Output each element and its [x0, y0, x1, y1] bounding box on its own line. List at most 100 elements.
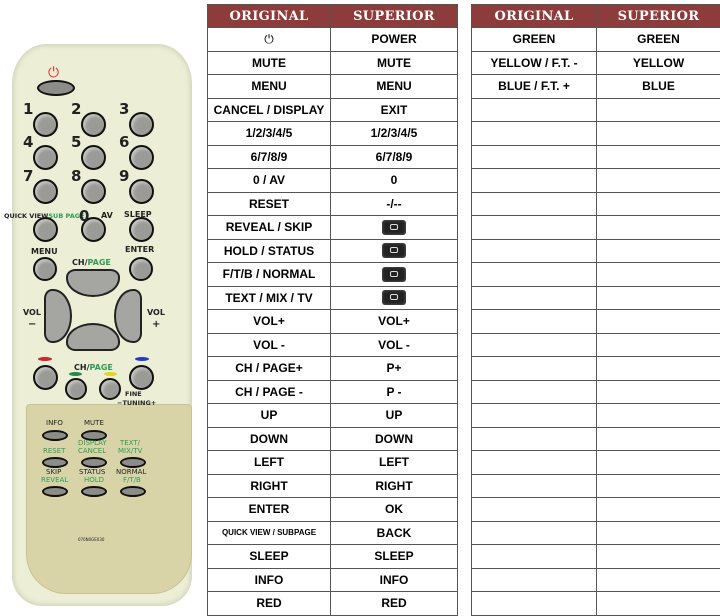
- table-row: GREEN GREEN: [471, 27, 720, 52]
- empty-table-row: [471, 426, 720, 451]
- mute-button: [81, 430, 107, 441]
- empty-cell: [596, 97, 720, 122]
- empty-table-row: [471, 285, 720, 310]
- table-row: RESET -/--: [207, 191, 458, 216]
- page-label: PAGE: [89, 363, 113, 372]
- original-cell: INFO: [207, 567, 331, 592]
- empty-table-row: [471, 520, 720, 545]
- table-row: F/T/B / NORMAL: [207, 262, 458, 287]
- reset-label: RESET: [43, 447, 66, 455]
- empty-table-row: [471, 144, 720, 169]
- status-hold-button: [81, 486, 107, 497]
- table-row: UP UP: [207, 403, 458, 428]
- table-row: 1/2/3/4/5 1/2/3/4/5: [207, 121, 458, 146]
- header-original: ORIGINAL: [471, 4, 597, 28]
- quick-view-button: [33, 217, 58, 242]
- status-label: STATUS: [79, 468, 106, 476]
- superior-text: EXIT: [380, 102, 408, 117]
- original-text: VOL+: [253, 314, 285, 329]
- zero-av-button: [81, 217, 106, 242]
- table-row: TEXT / MIX / TV: [207, 285, 458, 310]
- table-row: LEFT LEFT: [207, 450, 458, 475]
- empty-cell: [596, 497, 720, 522]
- page-label: PAGE: [87, 258, 111, 267]
- original-text: TEXT / MIX / TV: [225, 290, 313, 305]
- table-row: RIGHT RIGHT: [207, 473, 458, 498]
- original-text: CH / PAGE+: [235, 361, 303, 376]
- empty-cell: [471, 520, 597, 545]
- empty-table-row: [471, 379, 720, 404]
- table-row: QUICK VIEW / SUBPAGE BACK: [207, 520, 458, 545]
- blue-marker: [135, 357, 149, 361]
- teletext-reveal-icon: [382, 219, 406, 235]
- original-text: DOWN: [250, 431, 288, 446]
- superior-text: 1/2/3/4/5: [370, 126, 418, 141]
- number-label: 1: [23, 100, 34, 118]
- superior-cell: [330, 215, 458, 240]
- empty-cell: [596, 379, 720, 404]
- superior-text: 6/7/8/9: [375, 149, 413, 164]
- superior-cell: OK: [330, 497, 458, 522]
- superior-cell: INFO: [330, 567, 458, 592]
- sub-page-label: SUB PAGE: [48, 212, 85, 220]
- superior-cell: 6/7/8/9: [330, 144, 458, 169]
- yellow-marker: [104, 372, 117, 376]
- empty-cell: [471, 544, 597, 569]
- vol-plus-sign: +: [152, 319, 161, 330]
- number-label: 3: [119, 100, 130, 118]
- original-cell: CH / PAGE -: [207, 379, 331, 404]
- original-cell: 0 / AV: [207, 168, 331, 193]
- display-cancel-button: [81, 457, 107, 468]
- superior-cell: 1/2/3/4/5: [330, 121, 458, 146]
- original-text: ENTER: [248, 502, 290, 517]
- skip-label: SKIP: [46, 468, 62, 476]
- original-text: SLEEP: [249, 549, 289, 564]
- normal-ftb-button: [120, 486, 146, 497]
- normal-label: NORMAL: [116, 468, 147, 476]
- table-row: CH / PAGE+ P+: [207, 356, 458, 381]
- original-text: F/T/B / NORMAL: [222, 267, 316, 282]
- teletext-hold-icon: [382, 243, 406, 259]
- mapping-table-right: ORIGINAL SUPERIOR GREEN GREEN YELLOW / F.T…: [471, 4, 720, 616]
- superior-text: VOL -: [378, 337, 410, 352]
- original-cell: MENU: [207, 74, 331, 99]
- number-button: [129, 179, 154, 204]
- green-marker: [69, 372, 82, 376]
- original-cell: ENTER: [207, 497, 331, 522]
- table-row: INFO INFO: [207, 567, 458, 592]
- number-button: [81, 112, 106, 137]
- original-cell: BLUE / F.T. +: [471, 74, 597, 99]
- superior-cell: MUTE: [330, 50, 458, 75]
- empty-cell: [471, 262, 597, 287]
- superior-text: P+: [386, 361, 402, 376]
- original-text: RIGHT: [250, 478, 288, 493]
- table-row: ENTER OK: [207, 497, 458, 522]
- av-label: AV: [101, 211, 113, 220]
- right-arrow-button: [114, 289, 142, 343]
- empty-cell: [471, 309, 597, 334]
- empty-cell: [596, 520, 720, 545]
- info-label: INFO: [46, 419, 63, 427]
- empty-cell: [596, 121, 720, 146]
- superior-text: LEFT: [379, 455, 409, 470]
- original-cell: QUICK VIEW / SUBPAGE: [207, 520, 331, 545]
- original-cell: F/T/B / NORMAL: [207, 262, 331, 287]
- empty-table-row: [471, 356, 720, 381]
- red-marker: [38, 357, 52, 361]
- vol-plus-label: VOL: [147, 308, 165, 317]
- superior-text: BACK: [376, 525, 412, 540]
- superior-text: MENU: [376, 79, 412, 94]
- menu-label: MENU: [31, 247, 58, 256]
- number-label: 0: [79, 207, 90, 225]
- original-text: CH / PAGE -: [235, 384, 303, 399]
- enter-button: [129, 257, 153, 281]
- empty-table-row: [471, 238, 720, 263]
- superior-text: RED: [381, 596, 407, 611]
- empty-table-row: [471, 544, 720, 569]
- mapping-table-left: ORIGINAL SUPERIOR ⏻ POWER MUTE MUTE MENU MENU…: [207, 4, 458, 616]
- number-label: 6: [119, 133, 130, 151]
- original-cell: ⏻: [207, 27, 331, 52]
- empty-cell: [596, 215, 720, 240]
- empty-cell: [596, 332, 720, 357]
- superior-cell: GREEN: [596, 27, 720, 52]
